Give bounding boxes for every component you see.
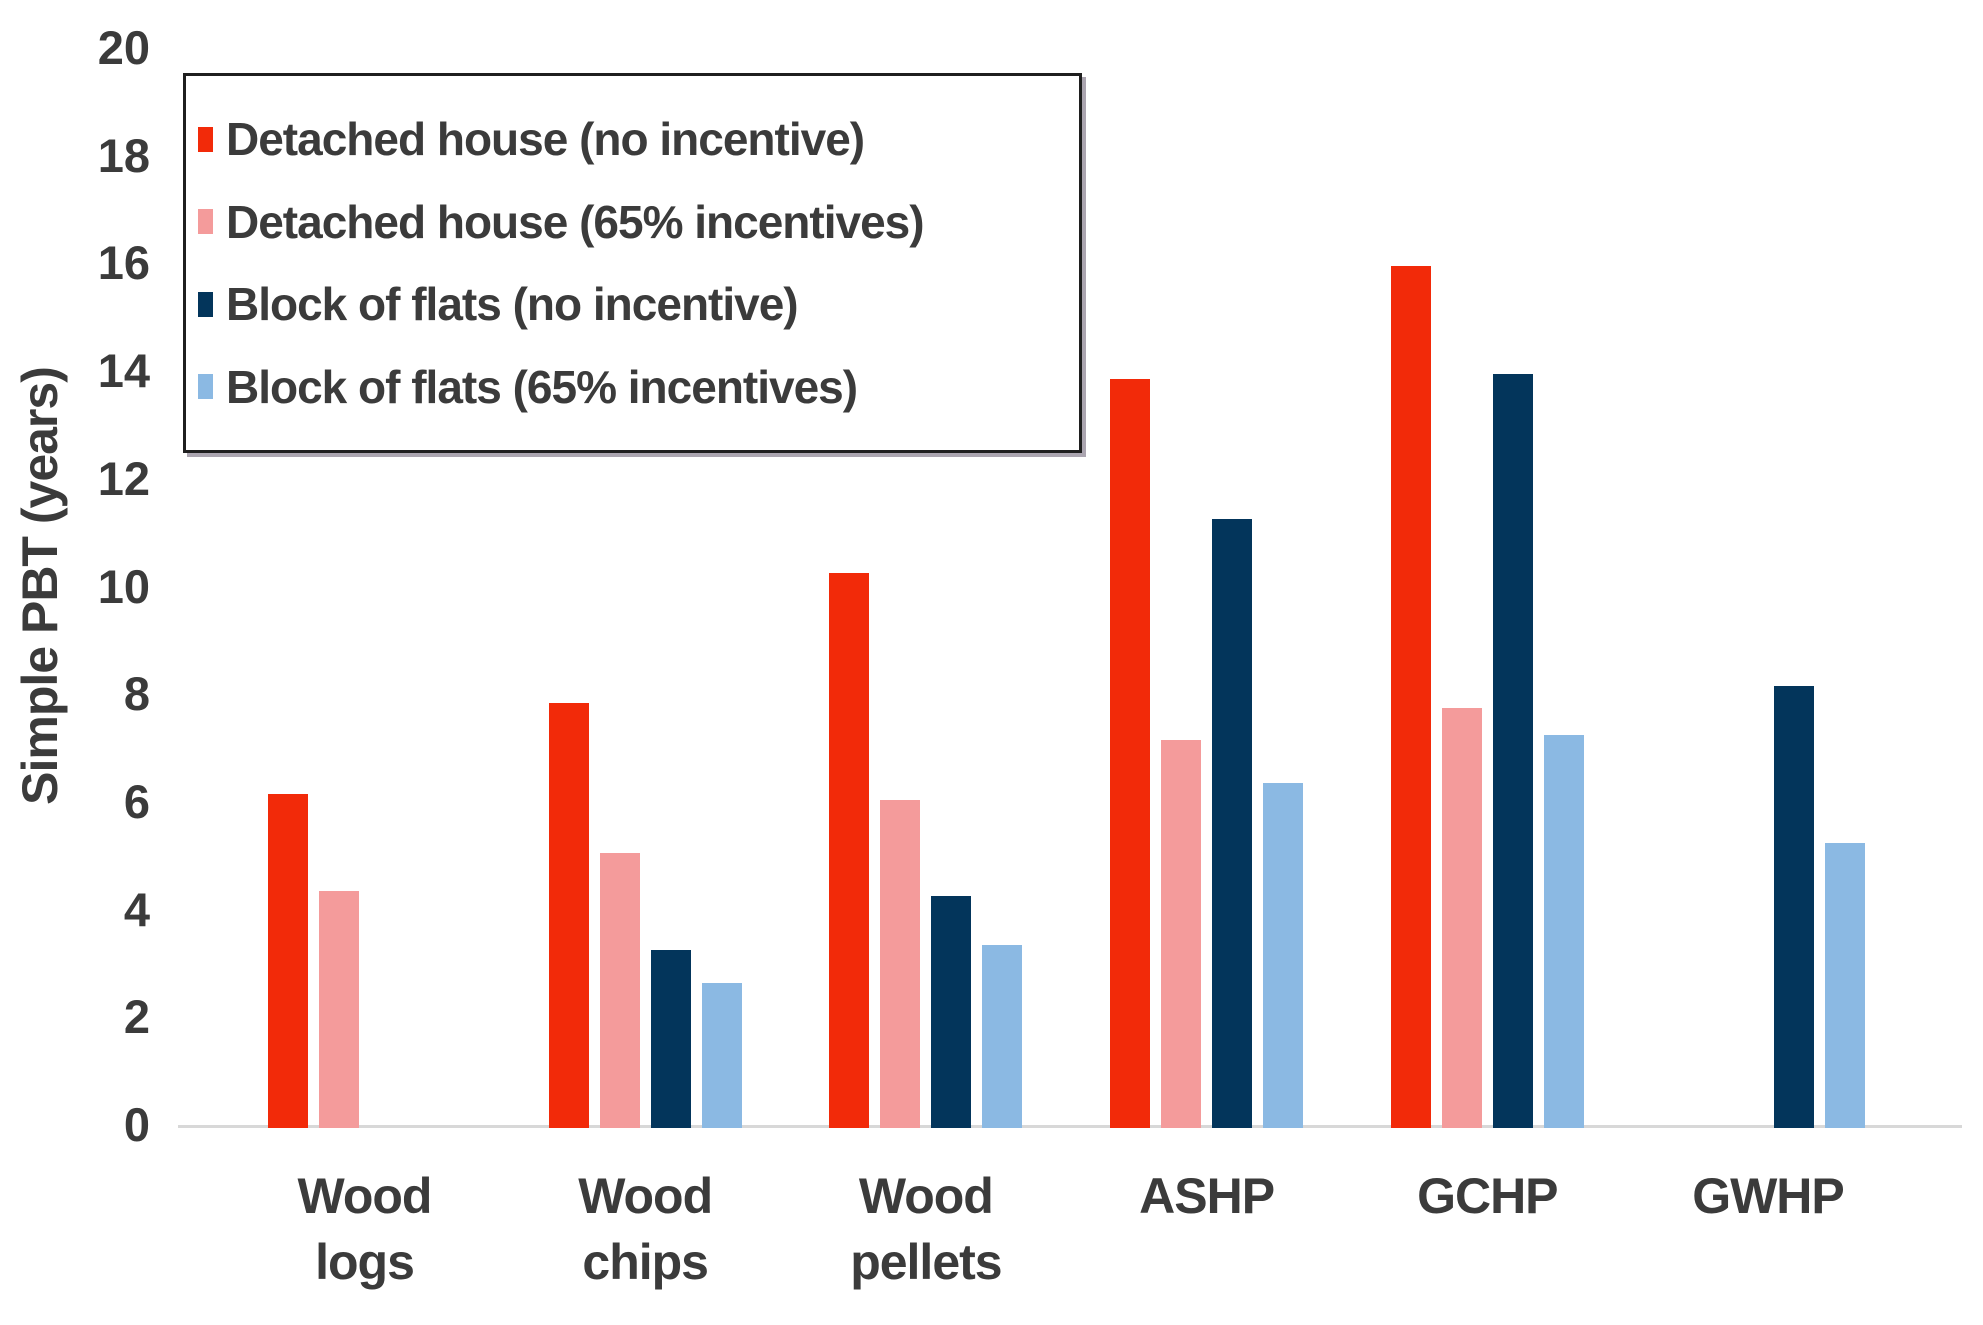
bar-wood-pellets-series-1 bbox=[880, 799, 921, 1128]
bar-gchp-series-1 bbox=[1441, 707, 1482, 1128]
legend-row-1: Detached house (65% incentives) bbox=[198, 195, 1079, 249]
legend-label: Block of flats (no incentive) bbox=[226, 278, 799, 331]
bar-wood-logs-series-0 bbox=[268, 794, 308, 1128]
x-category-label-wood-pellets: Wood pellets bbox=[776, 1163, 1076, 1295]
legend-row-2: Block of flats (no incentive) bbox=[198, 277, 1079, 331]
y-tick-label-2: 2 bbox=[123, 990, 150, 1044]
y-tick-label-6: 6 bbox=[123, 774, 150, 828]
legend-label: Detached house (no incentive) bbox=[226, 113, 865, 166]
x-category-label-ashp: ASHP bbox=[1057, 1163, 1357, 1229]
legend: Detached house (no incentive) Detached ho… bbox=[183, 73, 1082, 453]
bar-wood-chips-series-3 bbox=[701, 982, 742, 1128]
bar-ashp-series-0 bbox=[1110, 379, 1151, 1128]
legend-label: Detached house (65% incentives) bbox=[226, 195, 925, 248]
bar-wood-chips-series-2 bbox=[650, 950, 691, 1128]
y-tick-label-10: 10 bbox=[97, 559, 150, 613]
x-category-label-gwhp: GWHP bbox=[1618, 1163, 1918, 1229]
bar-wood-chips-series-1 bbox=[599, 853, 640, 1128]
x-category-label-line: GCHP bbox=[1417, 1168, 1558, 1224]
legend-swatch-icon bbox=[198, 209, 213, 235]
bar-wood-chips-series-0 bbox=[548, 702, 589, 1128]
x-category-label-line: pellets bbox=[850, 1234, 1002, 1290]
bar-gwhp-series-3 bbox=[1824, 842, 1865, 1128]
y-tick-label-14: 14 bbox=[97, 344, 150, 398]
x-category-label-wood-chips: Wood chips bbox=[495, 1163, 795, 1295]
bar-gchp-series-0 bbox=[1390, 266, 1431, 1128]
bar-wood-pellets-series-2 bbox=[931, 896, 972, 1128]
legend-label: Block of flats (65% incentives) bbox=[226, 360, 858, 413]
bar-ashp-series-2 bbox=[1212, 519, 1253, 1128]
legend-swatch-icon bbox=[198, 374, 213, 400]
x-category-label-wood-logs: Wood logs bbox=[215, 1163, 515, 1295]
legend-swatch-icon bbox=[198, 126, 213, 152]
x-category-label-gchp: GCHP bbox=[1337, 1163, 1637, 1229]
legend-row-0: Detached house (no incentive) bbox=[198, 112, 1079, 166]
legend-row-3: Block of flats (65% incentives) bbox=[198, 360, 1079, 414]
x-category-label-line: Wood bbox=[578, 1168, 713, 1224]
bar-gchp-series-2 bbox=[1492, 374, 1533, 1128]
y-tick-label-18: 18 bbox=[97, 128, 150, 182]
y-tick-label-12: 12 bbox=[97, 451, 150, 505]
bar-gchp-series-3 bbox=[1543, 734, 1584, 1128]
x-category-label-line: ASHP bbox=[1139, 1168, 1275, 1224]
x-category-label-line: Wood bbox=[297, 1168, 433, 1224]
x-category-label-line: GWHP bbox=[1692, 1168, 1845, 1224]
x-category-label-line: logs bbox=[315, 1234, 415, 1290]
x-category-label-line: Wood bbox=[858, 1168, 994, 1224]
bar-wood-pellets-series-0 bbox=[829, 573, 870, 1128]
x-category-label-line: chips bbox=[582, 1234, 709, 1290]
y-tick-label-8: 8 bbox=[123, 667, 150, 721]
y-tick-label-20: 20 bbox=[97, 21, 150, 74]
bar-ashp-series-3 bbox=[1263, 783, 1304, 1128]
y-tick-label-4: 4 bbox=[123, 882, 150, 936]
bar-ashp-series-1 bbox=[1161, 740, 1202, 1128]
legend-swatch-icon bbox=[198, 291, 213, 317]
x-axis-line bbox=[178, 1125, 1962, 1128]
y-tick-label-0: 0 bbox=[123, 1098, 150, 1151]
bar-wood-logs-series-1 bbox=[319, 891, 359, 1128]
bar-gwhp-series-2 bbox=[1773, 686, 1814, 1128]
y-tick-label-16: 16 bbox=[97, 236, 150, 290]
bar-wood-pellets-series-3 bbox=[982, 944, 1023, 1128]
